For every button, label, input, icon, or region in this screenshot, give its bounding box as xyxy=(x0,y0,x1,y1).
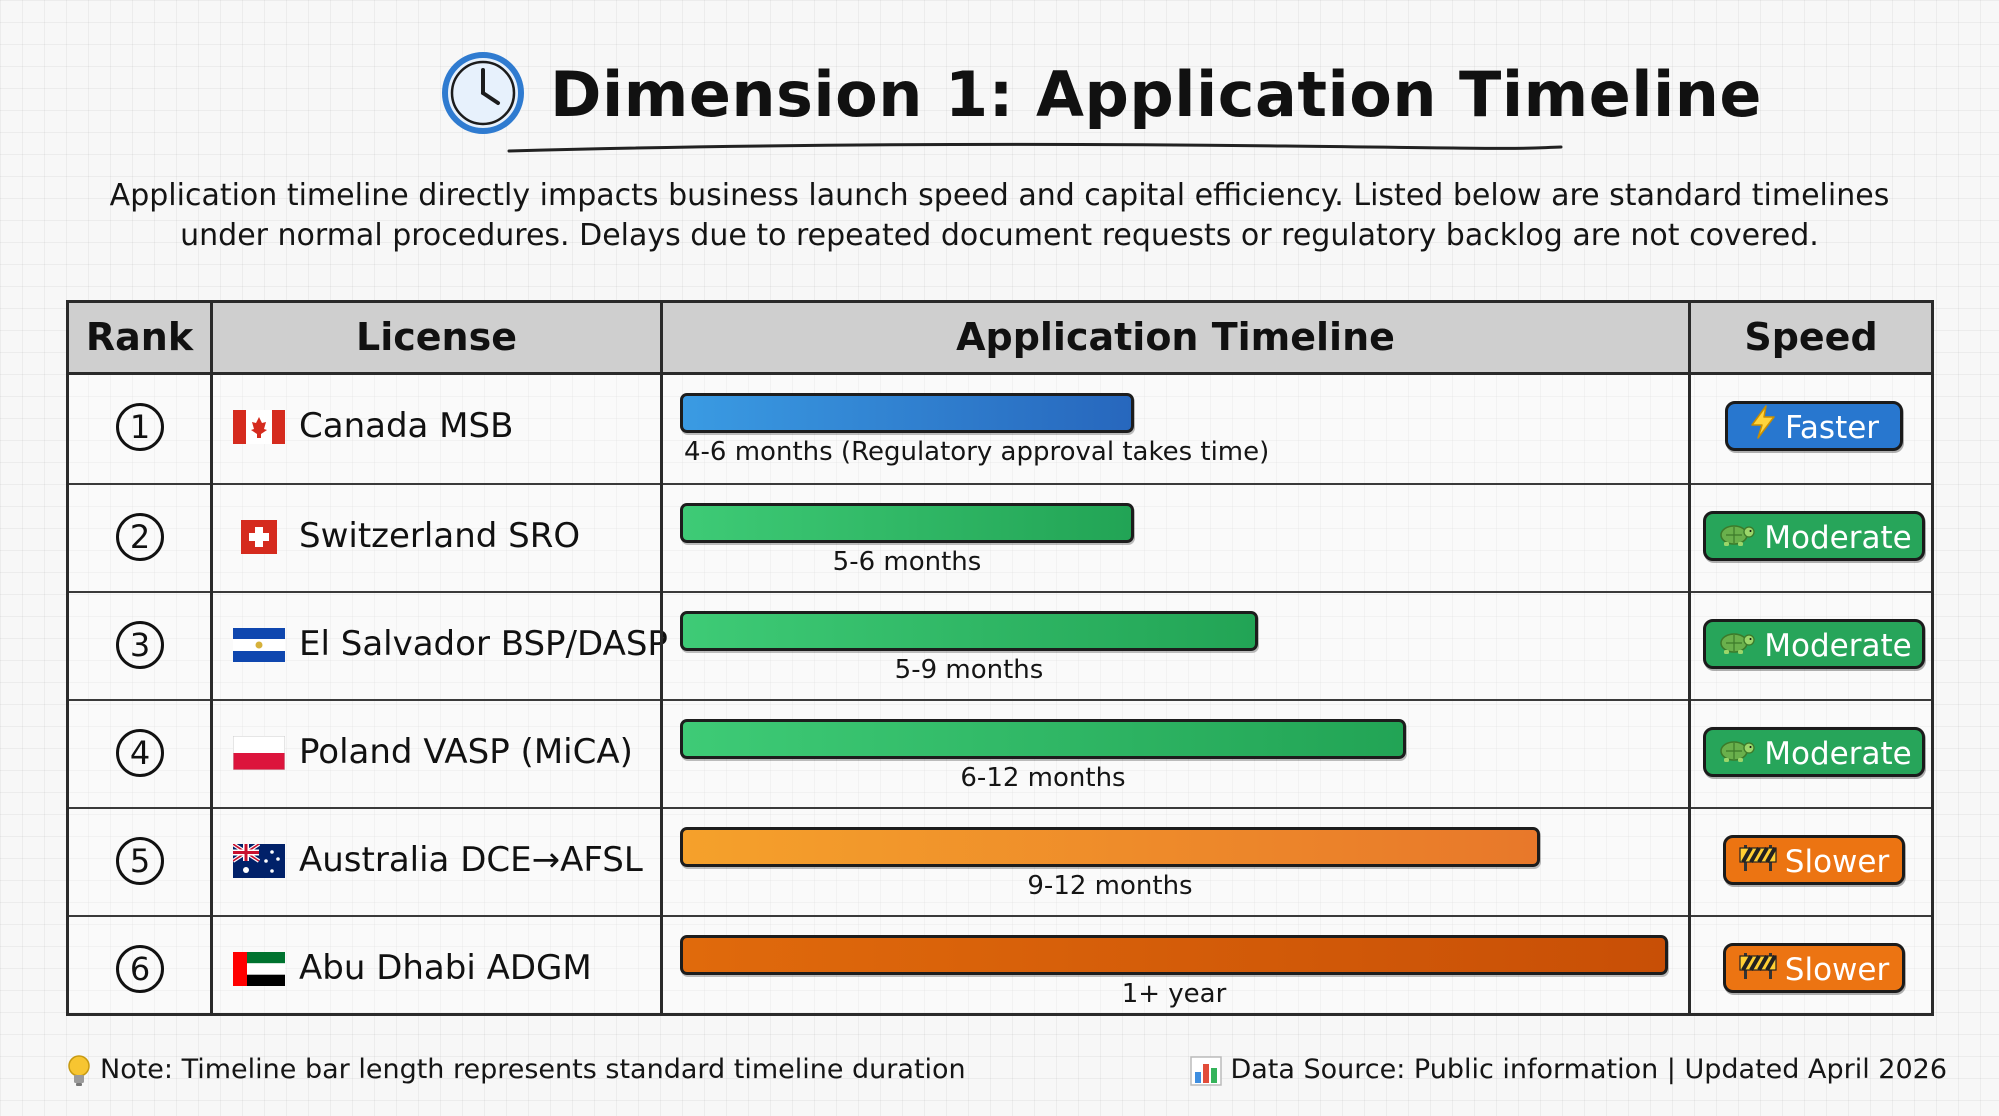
description-line-2: under normal procedures. Delays due to r… xyxy=(180,218,1819,253)
barrier-icon xyxy=(1739,840,1777,884)
speed-label: Slower xyxy=(1784,951,1890,988)
timeline-label: 4-6 months (Regulatory approval takes ti… xyxy=(684,437,1270,467)
poland-flag-icon xyxy=(233,736,285,770)
speed-label: Slower xyxy=(1784,843,1890,880)
turtle-icon xyxy=(1716,516,1756,560)
column-header-rank: Rank xyxy=(85,315,194,359)
license-name: Abu Dhabi ADGM xyxy=(299,948,592,988)
column-header-timeline: Application Timeline xyxy=(956,315,1395,359)
page-title: Dimension 1: Application Timeline xyxy=(550,58,1762,131)
table-row: 1 Canada MSB 4-6 months (Regulatory approv… xyxy=(69,375,1931,483)
table-row: 5 Australia DCE→AFSL 9-12 months Slower xyxy=(69,807,1931,915)
rank-badge: 5 xyxy=(116,837,164,885)
title-underline xyxy=(507,142,1563,153)
switzerland-flag-icon xyxy=(241,520,277,554)
australia-flag-icon xyxy=(233,844,285,878)
speed-badge: Moderate xyxy=(1703,619,1925,669)
speed-badge: Slower xyxy=(1723,943,1905,993)
license-name: Australia DCE→AFSL xyxy=(299,840,643,880)
rank-badge: 3 xyxy=(116,621,164,669)
table-row: 3 El Salvador BSP/DASP 5-9 months Moderate xyxy=(69,591,1931,699)
speed-badge: Moderate xyxy=(1703,727,1925,777)
timeline-label: 5-6 months xyxy=(832,547,982,577)
el-salvador-flag-icon xyxy=(233,628,285,662)
speed-label: Faster xyxy=(1784,409,1880,446)
table-row: 2 Switzerland SRO 5-6 months Moderate xyxy=(69,483,1931,591)
canada-flag-icon xyxy=(233,410,285,444)
lightning-icon xyxy=(1749,404,1777,451)
timeline-bar xyxy=(680,719,1406,759)
license-name: Poland VASP (MiCA) xyxy=(299,732,633,772)
lightbulb-icon xyxy=(68,1054,90,1086)
timeline-label: 9-12 months xyxy=(1027,871,1193,901)
rank-badge: 2 xyxy=(116,513,164,561)
header: Dimension 1: Application Timeline xyxy=(0,42,1999,153)
barrier-icon xyxy=(1739,948,1777,992)
footer-note: Note: Timeline bar length represents sta… xyxy=(66,1050,966,1090)
timeline-bar xyxy=(680,611,1258,651)
column-header-speed: Speed xyxy=(1744,315,1878,359)
table-header: Rank License Application Timeline Speed xyxy=(69,303,1931,375)
rank-badge: 6 xyxy=(116,945,164,993)
bar-chart-icon xyxy=(1190,1055,1223,1086)
license-name: Switzerland SRO xyxy=(299,516,581,556)
footer-source: Data Source: Public information | Update… xyxy=(1190,1050,1947,1090)
rank-badge: 1 xyxy=(116,403,164,451)
description: Application timeline directly impacts bu… xyxy=(100,176,1899,256)
timeline-table: Rank License Application Timeline Speed … xyxy=(66,300,1934,1016)
speed-badge: Slower xyxy=(1723,835,1905,885)
rank-badge: 4 xyxy=(116,729,164,777)
footer-note-text: Note: Timeline bar length represents sta… xyxy=(100,1054,966,1085)
table-row: 4 Poland VASP (MiCA) 6-12 months Moderate xyxy=(69,699,1931,807)
column-divider xyxy=(660,303,663,1013)
timeline-label: 5-9 months xyxy=(894,655,1044,685)
speed-label: Moderate xyxy=(1764,735,1912,772)
timeline-label: 1+ year xyxy=(1121,979,1227,1009)
license-name: Canada MSB xyxy=(299,406,514,446)
column-divider xyxy=(1688,303,1691,1013)
speed-badge: Faster xyxy=(1725,401,1903,451)
clock-icon xyxy=(442,52,524,134)
license-name: El Salvador BSP/DASP xyxy=(299,624,668,664)
speed-label: Moderate xyxy=(1764,519,1912,556)
timeline-bar xyxy=(680,935,1668,975)
description-line-1: Application timeline directly impacts bu… xyxy=(109,178,1890,213)
table-row: 6 Abu Dhabi ADGM 1+ year Slower xyxy=(69,915,1931,1023)
timeline-bar xyxy=(680,393,1134,433)
turtle-icon xyxy=(1716,732,1756,776)
speed-badge: Moderate xyxy=(1703,511,1925,561)
uae-flag-icon xyxy=(233,952,285,986)
timeline-bar xyxy=(680,503,1134,543)
footer-source-text: Data Source: Public information | Update… xyxy=(1230,1054,1947,1085)
timeline-label: 6-12 months xyxy=(960,763,1126,793)
speed-label: Moderate xyxy=(1764,627,1912,664)
column-divider xyxy=(210,303,213,1013)
column-header-license: License xyxy=(356,315,517,359)
timeline-bar xyxy=(680,827,1540,867)
turtle-icon xyxy=(1716,624,1756,668)
